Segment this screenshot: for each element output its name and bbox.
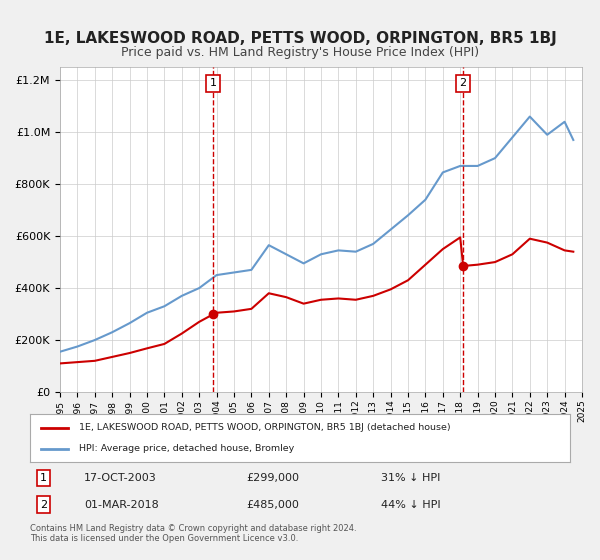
- Text: 31% ↓ HPI: 31% ↓ HPI: [381, 473, 440, 483]
- Text: 1E, LAKESWOOD ROAD, PETTS WOOD, ORPINGTON, BR5 1BJ: 1E, LAKESWOOD ROAD, PETTS WOOD, ORPINGTO…: [44, 31, 556, 46]
- Text: 01-MAR-2018: 01-MAR-2018: [84, 500, 159, 510]
- Text: Contains HM Land Registry data © Crown copyright and database right 2024.
This d: Contains HM Land Registry data © Crown c…: [30, 524, 356, 543]
- Text: Price paid vs. HM Land Registry's House Price Index (HPI): Price paid vs. HM Land Registry's House …: [121, 46, 479, 59]
- Text: 17-OCT-2003: 17-OCT-2003: [84, 473, 157, 483]
- Text: HPI: Average price, detached house, Bromley: HPI: Average price, detached house, Brom…: [79, 444, 294, 453]
- Text: 1E, LAKESWOOD ROAD, PETTS WOOD, ORPINGTON, BR5 1BJ (detached house): 1E, LAKESWOOD ROAD, PETTS WOOD, ORPINGTO…: [79, 423, 450, 432]
- Text: 1: 1: [209, 78, 217, 88]
- Text: £485,000: £485,000: [246, 500, 299, 510]
- Text: 44% ↓ HPI: 44% ↓ HPI: [381, 500, 440, 510]
- Text: 1: 1: [40, 473, 47, 483]
- Text: 2: 2: [40, 500, 47, 510]
- Text: £299,000: £299,000: [246, 473, 299, 483]
- Text: 2: 2: [460, 78, 467, 88]
